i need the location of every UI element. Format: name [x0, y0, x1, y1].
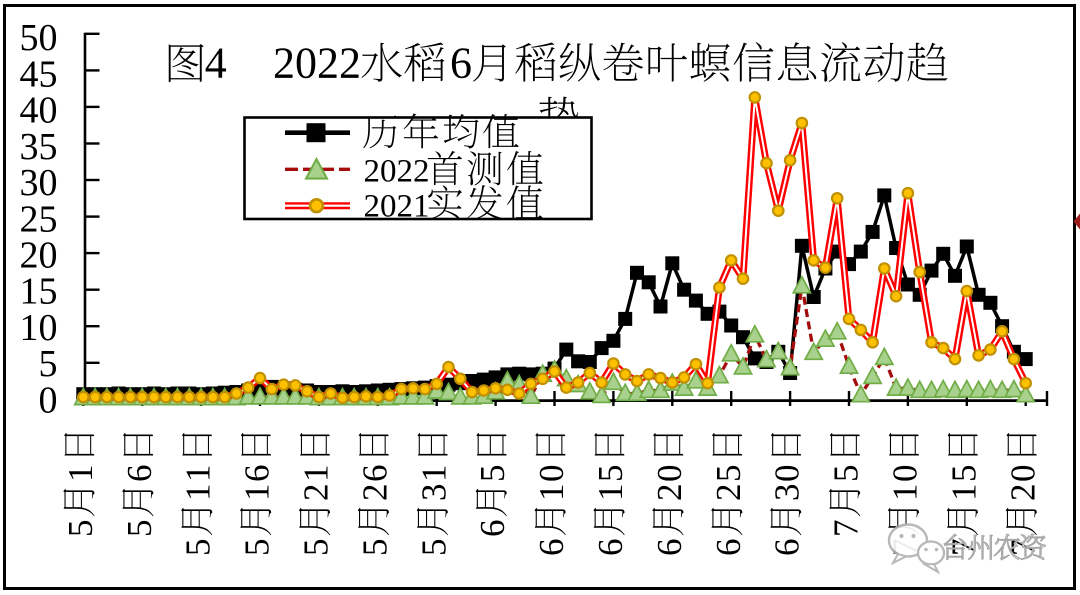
- svg-text:5: 5: [473, 465, 512, 483]
- svg-text:1: 1: [944, 484, 983, 502]
- svg-text:2: 2: [297, 484, 336, 502]
- svg-text:5: 5: [591, 465, 630, 483]
- svg-text:5: 5: [120, 520, 159, 538]
- svg-text:6: 6: [532, 539, 571, 557]
- svg-text:6: 6: [355, 465, 394, 483]
- svg-text:2: 2: [650, 484, 689, 502]
- svg-text:4: 4: [205, 38, 227, 87]
- svg-text:2022: 2022: [364, 154, 430, 190]
- svg-text:2021: 2021: [364, 189, 430, 225]
- svg-text:6: 6: [473, 520, 512, 538]
- svg-text:35: 35: [20, 126, 58, 168]
- svg-text:5: 5: [39, 343, 58, 385]
- svg-text:1: 1: [886, 484, 925, 502]
- svg-text:5: 5: [944, 465, 983, 483]
- svg-text:2022: 2022: [273, 38, 361, 87]
- svg-text:15: 15: [20, 271, 58, 313]
- svg-text:2: 2: [709, 484, 748, 502]
- svg-text:5: 5: [827, 465, 866, 483]
- svg-text:3: 3: [414, 484, 453, 502]
- svg-text:5: 5: [355, 539, 394, 557]
- svg-text:1: 1: [179, 465, 218, 483]
- svg-text:1: 1: [532, 484, 571, 502]
- svg-text:5: 5: [179, 539, 218, 557]
- svg-text:1: 1: [61, 465, 100, 483]
- svg-text:6: 6: [450, 38, 472, 87]
- svg-text:0: 0: [1003, 465, 1042, 483]
- svg-text:50: 50: [20, 17, 58, 59]
- svg-text:6: 6: [768, 539, 807, 557]
- svg-text:5: 5: [238, 539, 277, 557]
- svg-text:3: 3: [768, 484, 807, 502]
- svg-text:0: 0: [768, 465, 807, 483]
- svg-text:1: 1: [591, 484, 630, 502]
- svg-text:0: 0: [39, 379, 58, 421]
- svg-text:0: 0: [650, 465, 689, 483]
- svg-text:1: 1: [414, 465, 453, 483]
- svg-text:1: 1: [297, 465, 336, 483]
- svg-text:2: 2: [355, 484, 394, 502]
- svg-text:30: 30: [20, 162, 58, 204]
- svg-text:0: 0: [886, 465, 925, 483]
- svg-text:20: 20: [20, 235, 58, 277]
- svg-text:5: 5: [414, 539, 453, 557]
- svg-text:2: 2: [1003, 484, 1042, 502]
- svg-text:6: 6: [591, 539, 630, 557]
- svg-text:25: 25: [20, 198, 58, 240]
- svg-text:5: 5: [709, 465, 748, 483]
- svg-text:6: 6: [238, 465, 277, 483]
- svg-text:5: 5: [297, 539, 336, 557]
- svg-text:10: 10: [20, 307, 58, 349]
- svg-text:40: 40: [20, 90, 58, 132]
- svg-text:45: 45: [20, 53, 58, 95]
- svg-text:0: 0: [532, 465, 571, 483]
- svg-text:6: 6: [709, 539, 748, 557]
- svg-text:1: 1: [179, 484, 218, 502]
- svg-text:5: 5: [61, 520, 100, 538]
- svg-text:6: 6: [650, 539, 689, 557]
- svg-text:7: 7: [827, 520, 866, 538]
- svg-text:6: 6: [120, 465, 159, 483]
- svg-text:1: 1: [238, 484, 277, 502]
